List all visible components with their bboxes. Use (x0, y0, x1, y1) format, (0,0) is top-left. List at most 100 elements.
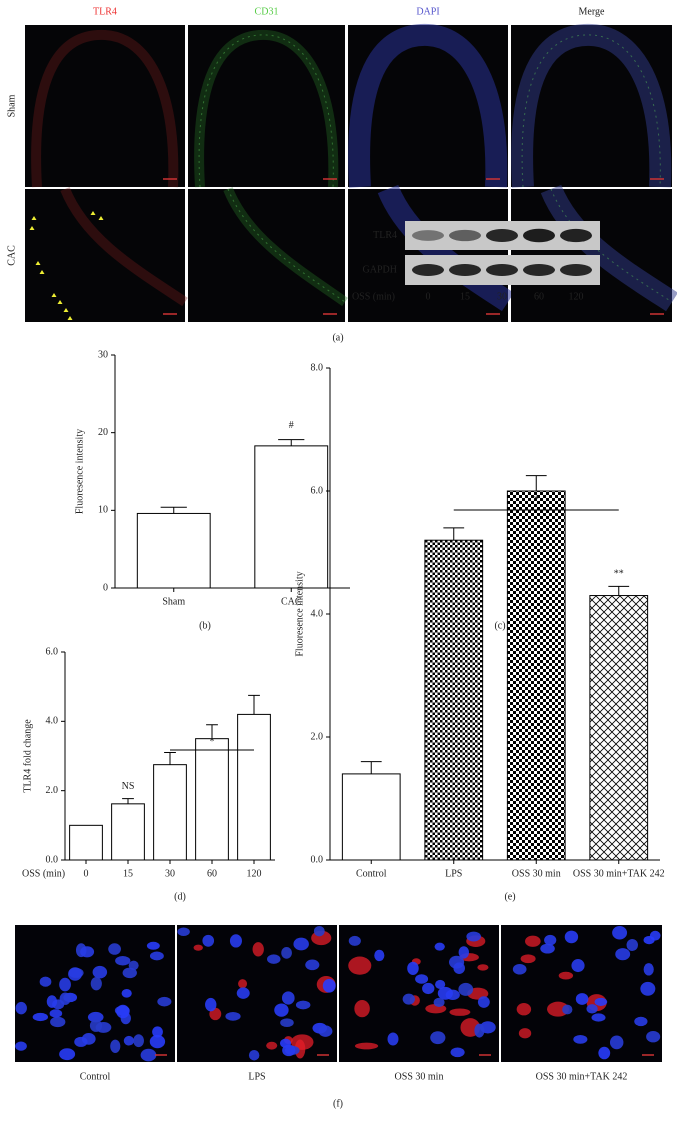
micrograph (188, 25, 345, 187)
nucleus (68, 967, 83, 981)
tlr4-signal (294, 1039, 306, 1059)
nucleus (274, 1003, 289, 1017)
blot-lane-label: 30 (497, 291, 507, 302)
panel-label: (c) (494, 620, 505, 631)
x-tick-label: 60 (207, 868, 217, 879)
nucleus (121, 988, 132, 998)
tlr4-signal (520, 954, 536, 964)
bar (341, 773, 401, 861)
nucleus (634, 1016, 648, 1027)
nucleus (46, 995, 58, 1008)
column-label: Merge (579, 6, 605, 17)
nucleus (612, 926, 628, 940)
nucleus (374, 949, 385, 962)
error-bar (206, 724, 218, 739)
error-bar (248, 694, 260, 715)
nucleus (32, 1012, 49, 1022)
nucleus (477, 996, 490, 1008)
panel-label: (e) (504, 891, 515, 902)
x-tick-label: 15 (123, 868, 133, 879)
blot-band (560, 228, 592, 243)
nucleus (430, 1031, 446, 1045)
panel-label: (f) (333, 1098, 343, 1109)
nucleus (313, 925, 325, 937)
nucleus (89, 1019, 103, 1032)
bar (153, 764, 187, 861)
blot-lane-label: 60 (534, 291, 544, 302)
tlr4-signal (449, 1008, 471, 1016)
nucleus (133, 1034, 144, 1048)
arrowhead (39, 270, 45, 274)
blot-band (449, 229, 481, 242)
x-axis-label: OSS (min) (22, 868, 65, 879)
nucleus (236, 987, 250, 999)
nucleus (90, 976, 102, 991)
nucleus (295, 1000, 311, 1010)
nucleus (594, 997, 608, 1007)
nucleus (229, 934, 242, 948)
y-axis-label: Fluoresence intensity (74, 429, 85, 514)
annotation: NS (122, 781, 135, 792)
annotation: ** (614, 569, 624, 580)
blot-band (560, 264, 592, 276)
bar (506, 490, 566, 861)
nucleus (281, 947, 292, 959)
column-label: DAPI (416, 6, 439, 17)
tlr4-signal (354, 999, 370, 1018)
nucleus (643, 963, 654, 976)
nucleus (387, 1032, 399, 1046)
nucleus (512, 963, 527, 975)
tlr4-signal (348, 956, 372, 975)
nucleus (15, 1001, 27, 1015)
y-tick-label: 0.0 (311, 854, 324, 865)
y-axis-label: Fluoresence intensity (294, 571, 305, 656)
annotation: # (289, 420, 294, 431)
x-tick-label: OSS 30 min (512, 868, 561, 879)
nucleus (626, 938, 638, 951)
micrograph (25, 189, 185, 322)
nucleus (646, 1031, 661, 1043)
nucleus (305, 959, 320, 971)
y-tick-label: 30 (98, 349, 108, 360)
nucleus (591, 1013, 606, 1022)
nucleus (149, 1034, 166, 1049)
blot-band (449, 264, 481, 276)
tissue (223, 187, 348, 307)
arrowhead (29, 226, 35, 230)
nucleus (157, 996, 172, 1007)
bar (136, 512, 211, 589)
row-label: Sham (6, 94, 17, 117)
blot-band (412, 230, 444, 241)
nucleus (202, 934, 215, 947)
y-tick-label: 10 (98, 505, 108, 516)
nucleus (140, 1048, 157, 1062)
x-tick-label: OSS 30 min+TAK 242 (573, 868, 665, 879)
nucleus (437, 986, 453, 1000)
column-label: Control (80, 1071, 111, 1082)
x-tick-label: CAC (281, 596, 302, 607)
nucleus (458, 982, 474, 996)
tlr4-signal (518, 1028, 532, 1039)
row-label: CAC (6, 245, 17, 266)
nucleus (453, 962, 465, 975)
x-tick-label: Control (356, 868, 387, 879)
nucleus (562, 1004, 573, 1015)
annotation: * (534, 494, 539, 505)
tissue (31, 29, 179, 188)
blot-row-label: GAPDH (363, 264, 397, 275)
column-label: CD31 (255, 6, 279, 17)
tlr4-signal (547, 1001, 570, 1017)
nucleus (282, 1044, 296, 1057)
panel-label: (a) (332, 332, 343, 343)
tlr4-signal (193, 944, 203, 951)
error-bar (122, 798, 134, 804)
micrograph (501, 925, 662, 1062)
nucleus (293, 937, 309, 951)
x-tick-label: 120 (247, 868, 262, 879)
blot-x-label: OSS (min) (352, 291, 395, 302)
nucleus (609, 1035, 624, 1050)
micrograph (188, 189, 345, 322)
error-bar (608, 585, 630, 596)
bar (111, 803, 145, 861)
tissue (377, 184, 515, 312)
